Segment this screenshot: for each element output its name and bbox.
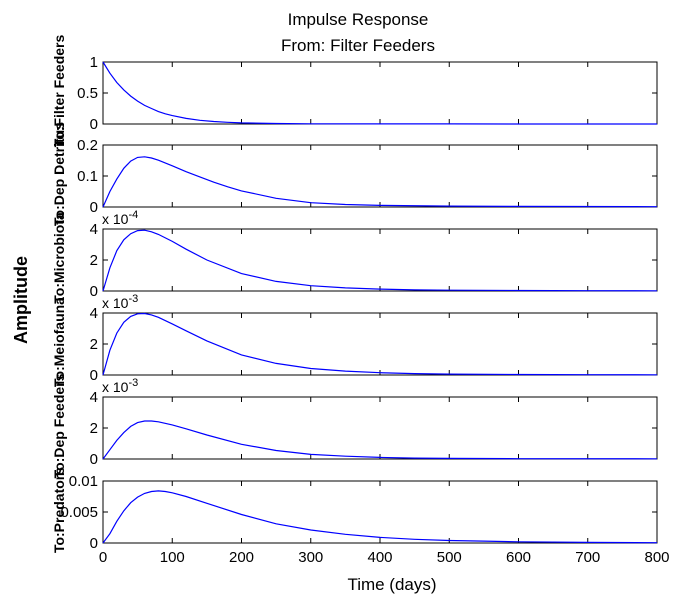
- y-tick-label: 0.1: [77, 168, 98, 185]
- x-tick-label: 100: [160, 549, 185, 566]
- y-axis-label: Amplitude: [11, 256, 31, 344]
- subplot-ylabel: To:Predators: [51, 467, 67, 553]
- subplot-2: 0 0.1 0.2 To:Dep Detritus: [51, 122, 658, 226]
- y-tick-label: 0: [90, 451, 98, 468]
- subplot-5: 0 2 4x 10-3 To:Dep Feeders: [51, 373, 658, 478]
- y-scale-exponent: -4: [128, 209, 138, 221]
- subplot-4: 0 2 4x 10-3 To:Meiofauna: [51, 293, 658, 387]
- y-scale-exponent: -3: [128, 377, 138, 389]
- y-tick-label: 0.5: [77, 85, 98, 102]
- y-scale-multiplier: x 10-4: [102, 209, 138, 227]
- series-line: [102, 156, 658, 208]
- axes-frame: [102, 312, 658, 376]
- axes-frame: [102, 144, 658, 208]
- series-line: [102, 312, 658, 376]
- subplot-ylabel: To:Filter Feeders: [51, 35, 67, 148]
- y-tick-label: 1: [90, 54, 98, 71]
- chart-subtitle: From: Filter Feeders: [281, 36, 435, 55]
- chart-title: Impulse Response: [288, 10, 429, 29]
- y-tick-label: 4: [90, 305, 98, 322]
- y-tick-label: 0: [90, 199, 98, 216]
- axes-frame: [102, 396, 658, 460]
- subplot-3: 0 2 4x 10-4 To:Microbiota: [51, 209, 658, 304]
- subplot-ylabel: To:Dep Feeders: [51, 373, 67, 478]
- x-tick-label: 600: [506, 549, 531, 566]
- y-tick-label: 2: [90, 420, 98, 437]
- y-tick-label: 0.01: [69, 473, 98, 490]
- x-axis-label: Time (days): [347, 575, 436, 594]
- subplot-stack: 0 0.5 1 To:Filter Feeders 0 0.1 0.2 To:Dep Detr…: [51, 35, 670, 566]
- y-scale-multiplier: x 10-3: [102, 377, 138, 395]
- x-tick-label: 800: [644, 549, 669, 566]
- y-scale-multiplier: x 10-3: [102, 293, 138, 311]
- x-tick-label: 500: [437, 549, 462, 566]
- subplot-ylabel: To:Microbiota: [51, 212, 67, 304]
- y-tick-label: 0: [90, 535, 98, 552]
- x-tick-label: 400: [367, 549, 392, 566]
- y-tick-label: 0.005: [60, 504, 98, 521]
- series-line: [102, 229, 658, 292]
- y-scale-exponent: -3: [128, 293, 138, 305]
- series-line: [102, 61, 657, 125]
- subplot-ylabel: To:Meiofauna: [51, 297, 67, 387]
- y-tick-label: 0.2: [77, 137, 98, 154]
- y-tick-label: 4: [90, 221, 98, 238]
- subplot-ylabel: To:Dep Detritus: [51, 122, 67, 226]
- y-tick-label: 2: [90, 252, 98, 269]
- subplot-1: 0 0.5 1 To:Filter Feeders: [51, 35, 658, 148]
- x-tick-label: 200: [229, 549, 254, 566]
- y-tick-label: 2: [90, 336, 98, 353]
- axes-frame: [102, 480, 658, 544]
- y-tick-label: 0: [90, 116, 98, 133]
- axes-frame: [102, 61, 658, 125]
- series-line: [102, 420, 658, 460]
- y-tick-label: 0: [90, 367, 98, 384]
- axes-frame: [102, 228, 658, 292]
- x-tick-label: 300: [298, 549, 323, 566]
- y-tick-label: 0: [90, 283, 98, 300]
- x-tick-label: 0: [99, 549, 107, 566]
- series-line: [102, 490, 658, 544]
- y-tick-label: 4: [90, 389, 98, 406]
- x-tick-label: 700: [575, 549, 600, 566]
